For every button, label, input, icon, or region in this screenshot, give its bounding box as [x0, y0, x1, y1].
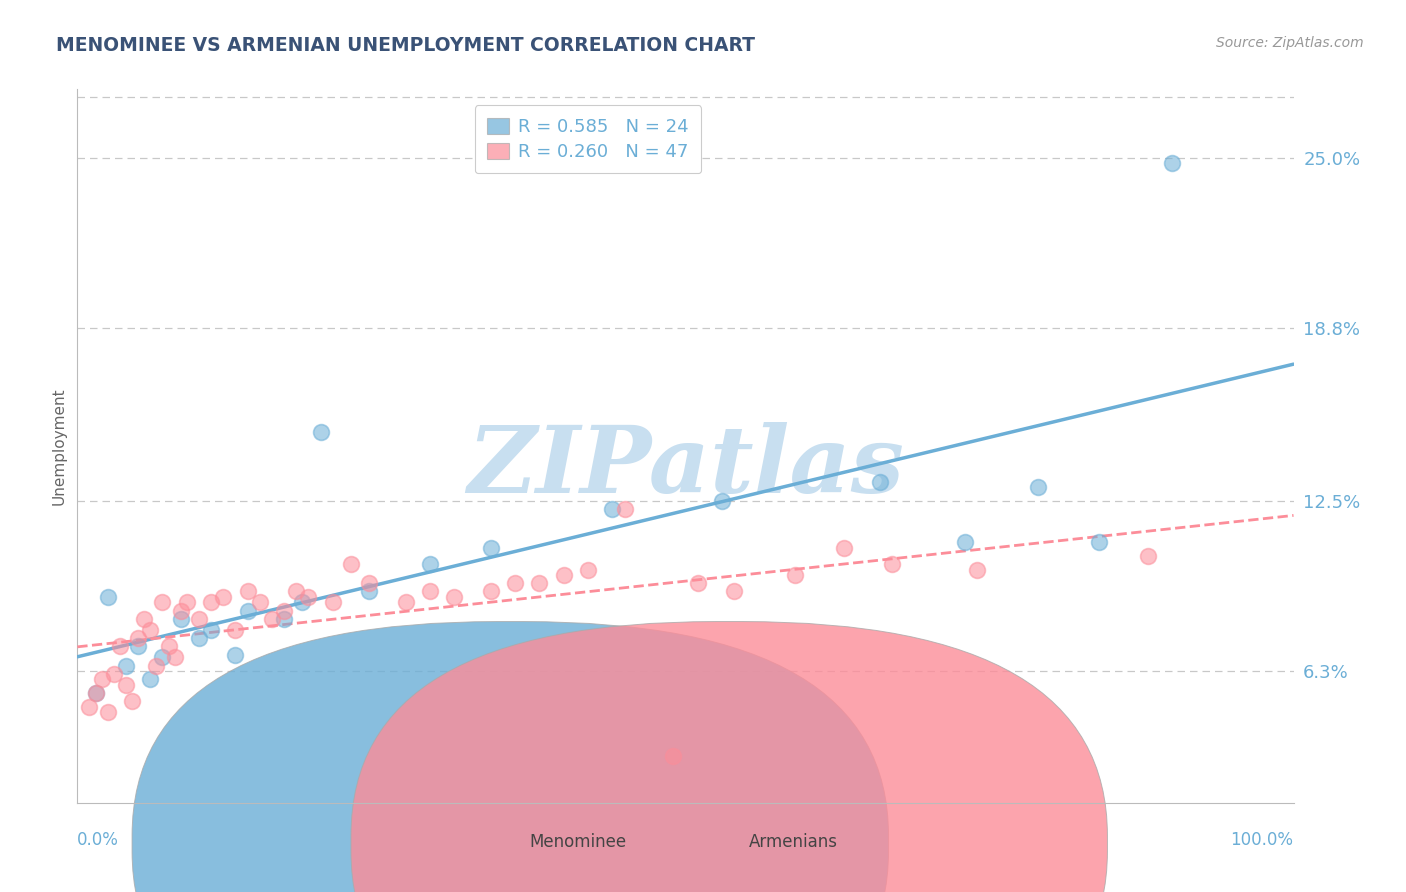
- Point: [1088, 535, 1111, 549]
- Point: [127, 631, 149, 645]
- Point: [236, 584, 259, 599]
- Point: [90, 673, 112, 687]
- Point: [1161, 156, 1184, 170]
- Point: [176, 595, 198, 609]
- Point: [103, 666, 125, 681]
- Point: [322, 595, 344, 609]
- Point: [479, 584, 502, 599]
- Point: [212, 590, 235, 604]
- Point: [419, 584, 441, 599]
- FancyBboxPatch shape: [132, 622, 889, 892]
- Point: [200, 623, 222, 637]
- Point: [613, 502, 636, 516]
- Point: [108, 640, 131, 654]
- Point: [134, 612, 156, 626]
- Point: [297, 590, 319, 604]
- Point: [152, 595, 174, 609]
- Point: [273, 604, 295, 618]
- Point: [479, 541, 502, 555]
- Point: [260, 612, 283, 626]
- Point: [170, 604, 193, 618]
- Point: [97, 590, 120, 604]
- Y-axis label: Unemployment: Unemployment: [51, 387, 66, 505]
- Point: [783, 568, 806, 582]
- Text: MENOMINEE VS ARMENIAN UNEMPLOYMENT CORRELATION CHART: MENOMINEE VS ARMENIAN UNEMPLOYMENT CORRE…: [56, 36, 755, 54]
- Point: [723, 584, 745, 599]
- Point: [157, 640, 180, 654]
- Legend: R = 0.585   N = 24, R = 0.260   N = 47: R = 0.585 N = 24, R = 0.260 N = 47: [475, 105, 702, 173]
- Point: [236, 604, 259, 618]
- Point: [152, 650, 174, 665]
- Point: [340, 557, 363, 571]
- Point: [395, 595, 418, 609]
- Point: [84, 686, 107, 700]
- Point: [966, 562, 988, 576]
- Point: [553, 568, 575, 582]
- Point: [97, 705, 120, 719]
- Point: [84, 686, 107, 700]
- Point: [188, 631, 211, 645]
- Point: [1026, 480, 1049, 494]
- Point: [188, 612, 211, 626]
- Point: [79, 699, 101, 714]
- Point: [224, 623, 246, 637]
- Point: [869, 475, 891, 489]
- Point: [224, 648, 246, 662]
- Point: [832, 541, 855, 555]
- Point: [163, 650, 186, 665]
- Point: [686, 576, 709, 591]
- Point: [249, 595, 271, 609]
- Point: [139, 623, 162, 637]
- Text: 0.0%: 0.0%: [77, 831, 120, 849]
- Text: Source: ZipAtlas.com: Source: ZipAtlas.com: [1216, 36, 1364, 50]
- Point: [145, 658, 167, 673]
- Point: [170, 612, 193, 626]
- Point: [1136, 549, 1159, 563]
- Point: [200, 595, 222, 609]
- Text: 100.0%: 100.0%: [1230, 831, 1294, 849]
- Point: [285, 584, 308, 599]
- Point: [662, 749, 685, 764]
- Point: [529, 576, 551, 591]
- Point: [115, 658, 138, 673]
- Point: [419, 557, 441, 571]
- Point: [273, 612, 295, 626]
- Point: [115, 678, 138, 692]
- Point: [602, 502, 624, 516]
- Text: Menominee: Menominee: [530, 833, 627, 851]
- Point: [359, 576, 381, 591]
- Point: [139, 673, 162, 687]
- FancyBboxPatch shape: [352, 622, 1108, 892]
- Point: [503, 576, 526, 591]
- Point: [121, 694, 143, 708]
- Point: [576, 562, 599, 576]
- Point: [359, 584, 381, 599]
- Point: [291, 595, 314, 609]
- Point: [710, 494, 733, 508]
- Point: [127, 640, 149, 654]
- Point: [953, 535, 976, 549]
- Point: [309, 425, 332, 440]
- Point: [443, 590, 465, 604]
- Text: ZIPatlas: ZIPatlas: [467, 423, 904, 512]
- Point: [882, 557, 904, 571]
- Text: Armenians: Armenians: [748, 833, 838, 851]
